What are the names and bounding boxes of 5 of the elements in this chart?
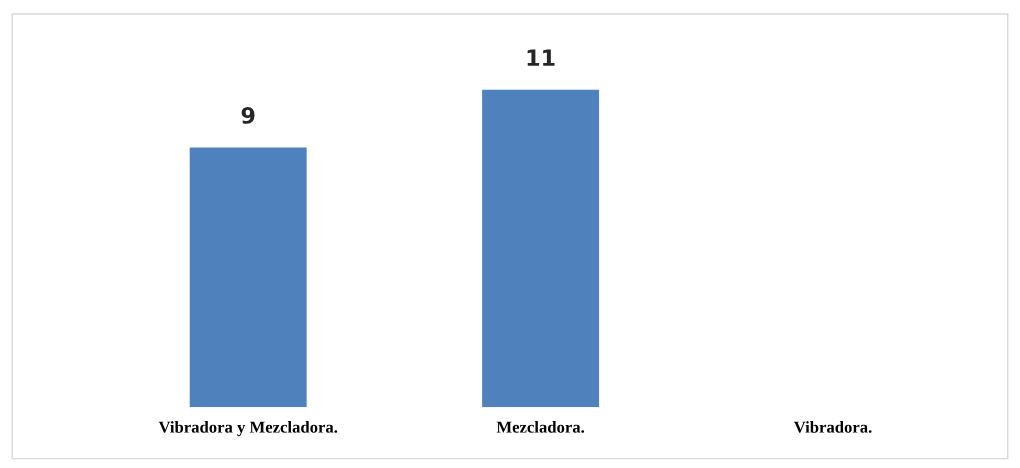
x-tick-label: Mezcladora. [496, 421, 585, 433]
x-tick-label: Vibradora. [793, 421, 872, 433]
data-label: 11 [527, 49, 555, 66]
x-tick-label: Vibradora y Mezcladora. [158, 421, 338, 437]
data-label: 9 [241, 107, 255, 124]
